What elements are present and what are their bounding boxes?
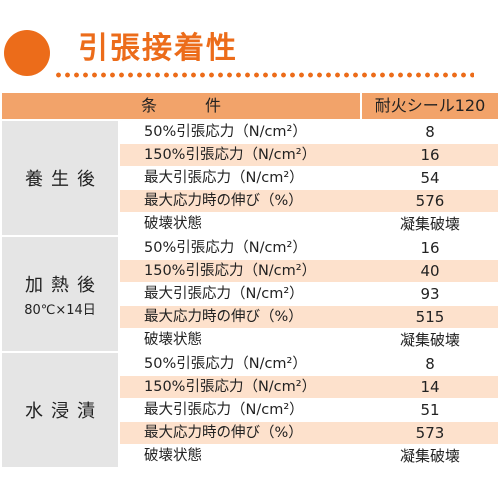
row-value: 93 bbox=[420, 285, 440, 303]
row-condition: 最大引張応力（N/cm²） bbox=[144, 402, 304, 418]
row-value: 14 bbox=[420, 378, 440, 396]
table-row: 150%引張応力（N/cm²） 40 bbox=[120, 260, 498, 282]
group-name: 水浸漬 bbox=[25, 401, 103, 422]
table-row: 破壊状態 凝集破壊 bbox=[120, 329, 498, 351]
title-bullet-icon bbox=[4, 30, 50, 76]
header-condition: 条件 bbox=[2, 93, 360, 119]
group-label: 加熱後 80℃×14日 bbox=[2, 237, 118, 351]
table-row: 最大引張応力（N/cm²） 93 bbox=[120, 283, 498, 305]
row-value: 54 bbox=[420, 169, 440, 187]
row-condition: 最大引張応力（N/cm²） bbox=[144, 286, 304, 302]
row-condition: 最大応力時の伸び（%） bbox=[144, 425, 303, 441]
row-condition: 破壊状態 bbox=[144, 332, 202, 348]
group-label: 水浸漬 bbox=[2, 353, 118, 467]
row-condition: 150%引張応力（N/cm²） bbox=[144, 263, 317, 279]
header-product: 耐火シール120 bbox=[362, 93, 498, 119]
row-condition: 50%引張応力（N/cm²） bbox=[144, 356, 307, 372]
row-value: 40 bbox=[420, 262, 440, 280]
row-condition: 破壊状態 bbox=[144, 216, 202, 232]
row-value: 8 bbox=[425, 355, 435, 373]
table-row: 最大応力時の伸び（%） 515 bbox=[120, 306, 498, 328]
group-name: 加熱後 bbox=[25, 274, 103, 296]
table-row: 最大引張応力（N/cm²） 51 bbox=[120, 399, 498, 421]
row-value: 凝集破壊 bbox=[399, 331, 460, 349]
page-title: 引張接着性 bbox=[78, 31, 238, 66]
row-condition: 50%引張応力（N/cm²） bbox=[144, 124, 307, 140]
row-value: 8 bbox=[425, 123, 435, 141]
row-condition: 最大引張応力（N/cm²） bbox=[144, 170, 304, 186]
condition-group: 加熱後 80℃×14日 50%引張応力（N/cm²） 16 150%引張応力（N/cm²… bbox=[2, 237, 498, 351]
table-row: 50%引張応力（N/cm²） 8 bbox=[120, 121, 498, 143]
table-row: 50%引張応力（N/cm²） 16 bbox=[120, 237, 498, 259]
condition-group: 水浸漬 50%引張応力（N/cm²） 8 150%引張応力（N/cm²） 14 最大引張応… bbox=[2, 353, 498, 467]
row-condition: 150%引張応力（N/cm²） bbox=[144, 379, 317, 395]
table-row: 150%引張応力（N/cm²） 16 bbox=[120, 144, 498, 166]
table-row: 50%引張応力（N/cm²） 8 bbox=[120, 353, 498, 375]
table-row: 破壊状態 凝集破壊 bbox=[120, 213, 498, 235]
row-value: 16 bbox=[420, 239, 440, 257]
row-value: 51 bbox=[420, 401, 440, 419]
group-name: 養生後 bbox=[25, 169, 103, 190]
header-condition-label: 条件 bbox=[140, 96, 269, 115]
table-row: 最大応力時の伸び（%） 573 bbox=[120, 422, 498, 444]
row-value: 凝集破壊 bbox=[399, 215, 460, 233]
row-condition: 破壊状態 bbox=[144, 448, 202, 464]
row-value: 凝集破壊 bbox=[399, 447, 460, 465]
condition-group: 養生後 50%引張応力（N/cm²） 8 150%引張応力（N/cm²） 16 最大引張応… bbox=[2, 121, 498, 235]
group-subtitle: 80℃×14日 bbox=[24, 302, 96, 318]
table-row: 150%引張応力（N/cm²） 14 bbox=[120, 376, 498, 398]
row-value: 573 bbox=[415, 424, 445, 442]
row-condition: 最大応力時の伸び（%） bbox=[144, 309, 303, 325]
row-condition: 150%引張応力（N/cm²） bbox=[144, 147, 317, 163]
row-condition: 50%引張応力（N/cm²） bbox=[144, 240, 307, 256]
row-value: 576 bbox=[415, 192, 445, 210]
row-condition: 最大応力時の伸び（%） bbox=[144, 193, 303, 209]
group-label: 養生後 bbox=[2, 121, 118, 235]
row-value: 16 bbox=[420, 146, 440, 164]
table-row: 最大応力時の伸び（%） 576 bbox=[120, 190, 498, 212]
dotted-divider bbox=[54, 72, 474, 78]
header-product-label: 耐火シール120 bbox=[374, 96, 486, 115]
title-block: 引張接着性 bbox=[0, 0, 500, 90]
table-row: 最大引張応力（N/cm²） 54 bbox=[120, 167, 498, 189]
row-value: 515 bbox=[415, 308, 445, 326]
table-row: 破壊状態 凝集破壊 bbox=[120, 445, 498, 467]
